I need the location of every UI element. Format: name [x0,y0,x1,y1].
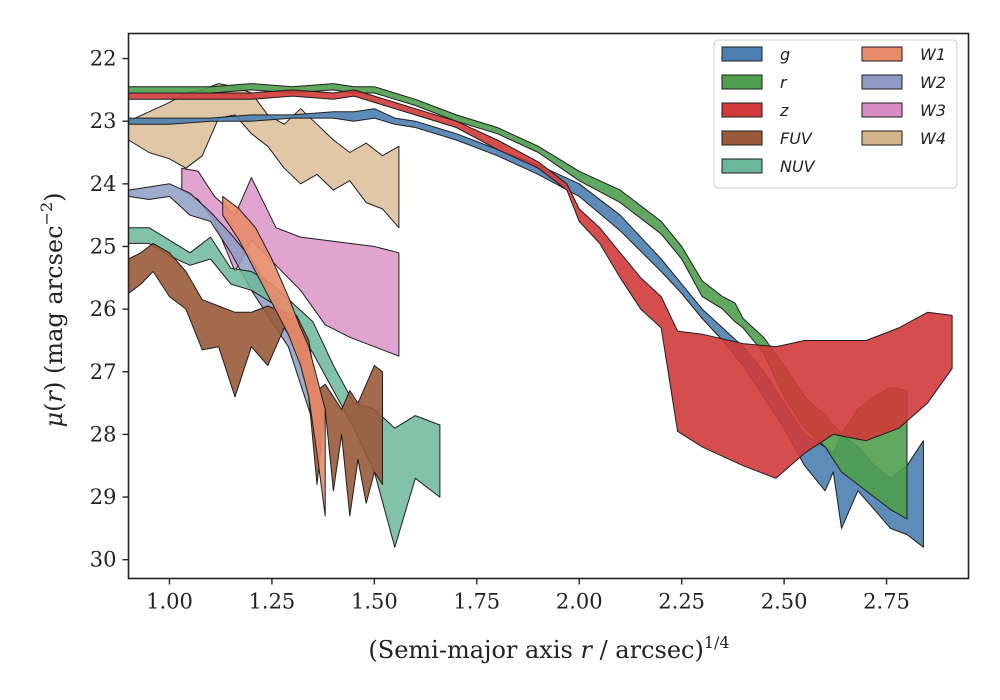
y-tick-label: 23 [90,109,117,133]
legend: grz FUV NUV W1 W2 W3 W4 [713,39,958,189]
legend-label-w1: W1 [920,45,946,64]
legend-swatch-w1 [861,46,903,62]
x-tick-label: 1.25 [249,590,296,614]
y-axis-label: μ(r) (mag arcsec−2) [37,192,68,427]
legend-swatch-g [721,46,763,62]
legend-label-fuv: FUV [780,129,813,148]
y-tick-label: 28 [90,422,117,446]
legend-swatch-w2 [861,74,903,90]
band-r [128,83,908,520]
y-axis: 22 23 24 25 26 27 28 29 30 [90,47,129,572]
y-tick-label: 24 [90,172,117,196]
legend-label-r: r [780,73,788,92]
band-w1 [222,195,326,517]
x-tick-label: 2.00 [556,590,603,614]
legend-label-nuv: NUV [780,157,816,176]
y-tick-label: 30 [90,548,117,572]
x-axis-label: (Semi-major axis r / arcsec)1/4 [368,633,729,664]
legend-label-w2: W2 [920,73,946,92]
legend-swatch-nuv [721,158,763,174]
y-tick-label: 27 [90,360,117,384]
legend-label-w3: W3 [920,101,946,120]
band-z [128,89,953,479]
bands-layer [128,83,953,548]
legend-swatch-r [721,74,763,90]
y-tick-label: 26 [90,297,117,321]
legend-swatch-w3 [861,102,903,118]
x-tick-label: 2.25 [658,590,705,614]
x-tick-label: 1.50 [351,590,398,614]
x-tick-label: 2.50 [761,590,808,614]
legend-label-g: g [780,45,790,64]
legend-label-z: z [779,101,789,120]
y-tick-label: 25 [90,234,117,258]
y-tick-label: 29 [90,485,117,509]
x-tick-label: 1.75 [453,590,500,614]
x-tick-label: 2.75 [863,590,910,614]
legend-swatch-fuv [721,130,763,146]
x-axis: 1.00 1.25 1.50 1.75 2.00 2.25 2.50 2.75 [146,578,910,614]
y-tick-label: 22 [90,47,117,71]
legend-swatch-w4 [861,130,903,146]
x-tick-label: 1.00 [146,590,193,614]
legend-swatch-z [721,102,763,118]
plot-frame [127,32,970,580]
band-nuv [128,227,441,548]
legend-label-w4: W4 [920,129,946,148]
band-g [128,108,924,548]
